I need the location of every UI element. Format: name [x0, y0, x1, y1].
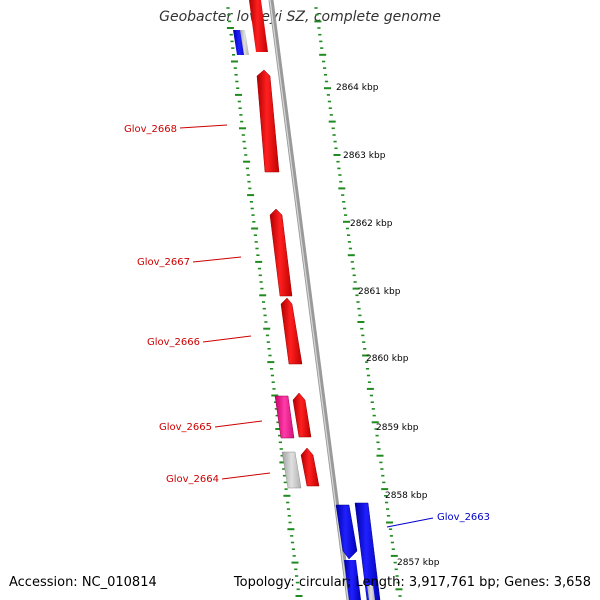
gene-glov-2666[interactable]	[280, 297, 303, 365]
gene-glov-2663[interactable]	[335, 502, 381, 600]
gene-glov-2668[interactable]	[256, 69, 280, 173]
kbp-label-2858: 2858 kbp	[385, 491, 428, 501]
kbp-label-2859: 2859 kbp	[376, 423, 419, 433]
svg-text:2862 kbp: 2862 kbp	[350, 219, 393, 229]
topology-label: Topology: circular; Length: 3,917,761 bp…	[233, 575, 591, 590]
kbp-label-2857: 2857 kbp	[397, 558, 440, 568]
svg-text:2864 kbp: 2864 kbp	[336, 83, 379, 93]
svg-text:2859 kbp: 2859 kbp	[376, 423, 419, 433]
gene-label-glov-2663[interactable]: Glov_2663	[386, 512, 490, 528]
tick-ring-inner	[226, 7, 303, 597]
svg-text:Glov_2666: Glov_2666	[147, 337, 200, 348]
gene-glov-2667[interactable]	[269, 208, 293, 297]
svg-text:2857 kbp: 2857 kbp	[397, 558, 440, 568]
gene-label-glov-2668[interactable]: Glov_2668	[124, 124, 228, 135]
genome-backbone	[268, 0, 352, 600]
gene-label-glov-2666[interactable]: Glov_2666	[147, 335, 252, 348]
svg-text:2861 kbp: 2861 kbp	[358, 287, 401, 297]
gene-glov-2664[interactable]	[281, 451, 302, 489]
gene-top-partial	[233, 0, 268, 55]
gene-glov-2665[interactable]	[274, 395, 295, 439]
accession-label: Accession: NC_010814	[9, 575, 157, 590]
gene-glov-2665-partner	[292, 392, 312, 438]
svg-text:2863 kbp: 2863 kbp	[343, 151, 386, 161]
kbp-label-2862: 2862 kbp	[350, 219, 393, 229]
svg-text:Glov_2665: Glov_2665	[159, 422, 212, 433]
kbp-label-2861: 2861 kbp	[358, 287, 401, 297]
gene-glov-2664-partner	[300, 447, 320, 487]
gene-label-glov-2667[interactable]: Glov_2667	[137, 256, 242, 268]
kbp-label-2863: 2863 kbp	[343, 151, 386, 161]
svg-text:Glov_2663: Glov_2663	[437, 512, 490, 523]
svg-text:2858 kbp: 2858 kbp	[385, 491, 428, 501]
svg-text:Glov_2668: Glov_2668	[124, 124, 177, 135]
svg-text:2860 kbp: 2860 kbp	[366, 354, 409, 364]
svg-text:Glov_2664: Glov_2664	[166, 474, 219, 485]
svg-text:Glov_2667: Glov_2667	[137, 257, 190, 268]
tick-ring-outer	[314, 7, 403, 597]
gene-label-glov-2665[interactable]: Glov_2665	[159, 420, 263, 433]
kbp-label-2860: 2860 kbp	[366, 354, 409, 364]
gene-label-glov-2664[interactable]: Glov_2664	[166, 472, 271, 485]
kbp-label-2864: 2864 kbp	[336, 83, 379, 93]
